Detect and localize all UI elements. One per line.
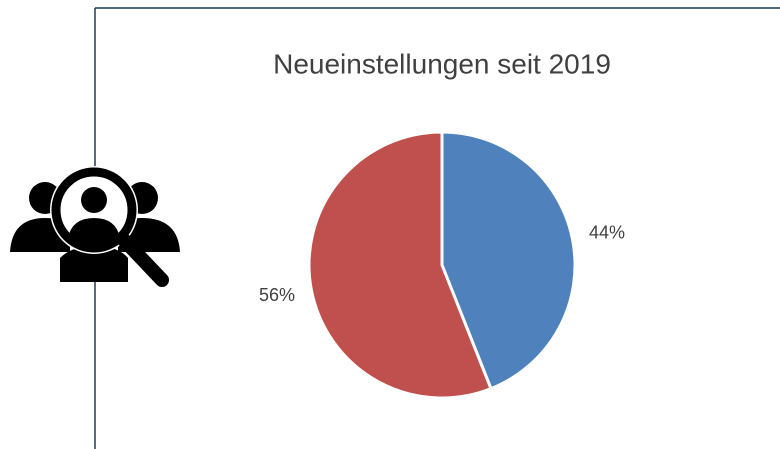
pie-slice (440, 130, 577, 391)
data-label: 56% (259, 285, 295, 305)
data-label: 44% (589, 222, 625, 242)
pie-slice (307, 130, 493, 400)
chart-title: Neueinstellungen seit 2019 (273, 48, 611, 79)
people-search-icon (10, 166, 180, 287)
